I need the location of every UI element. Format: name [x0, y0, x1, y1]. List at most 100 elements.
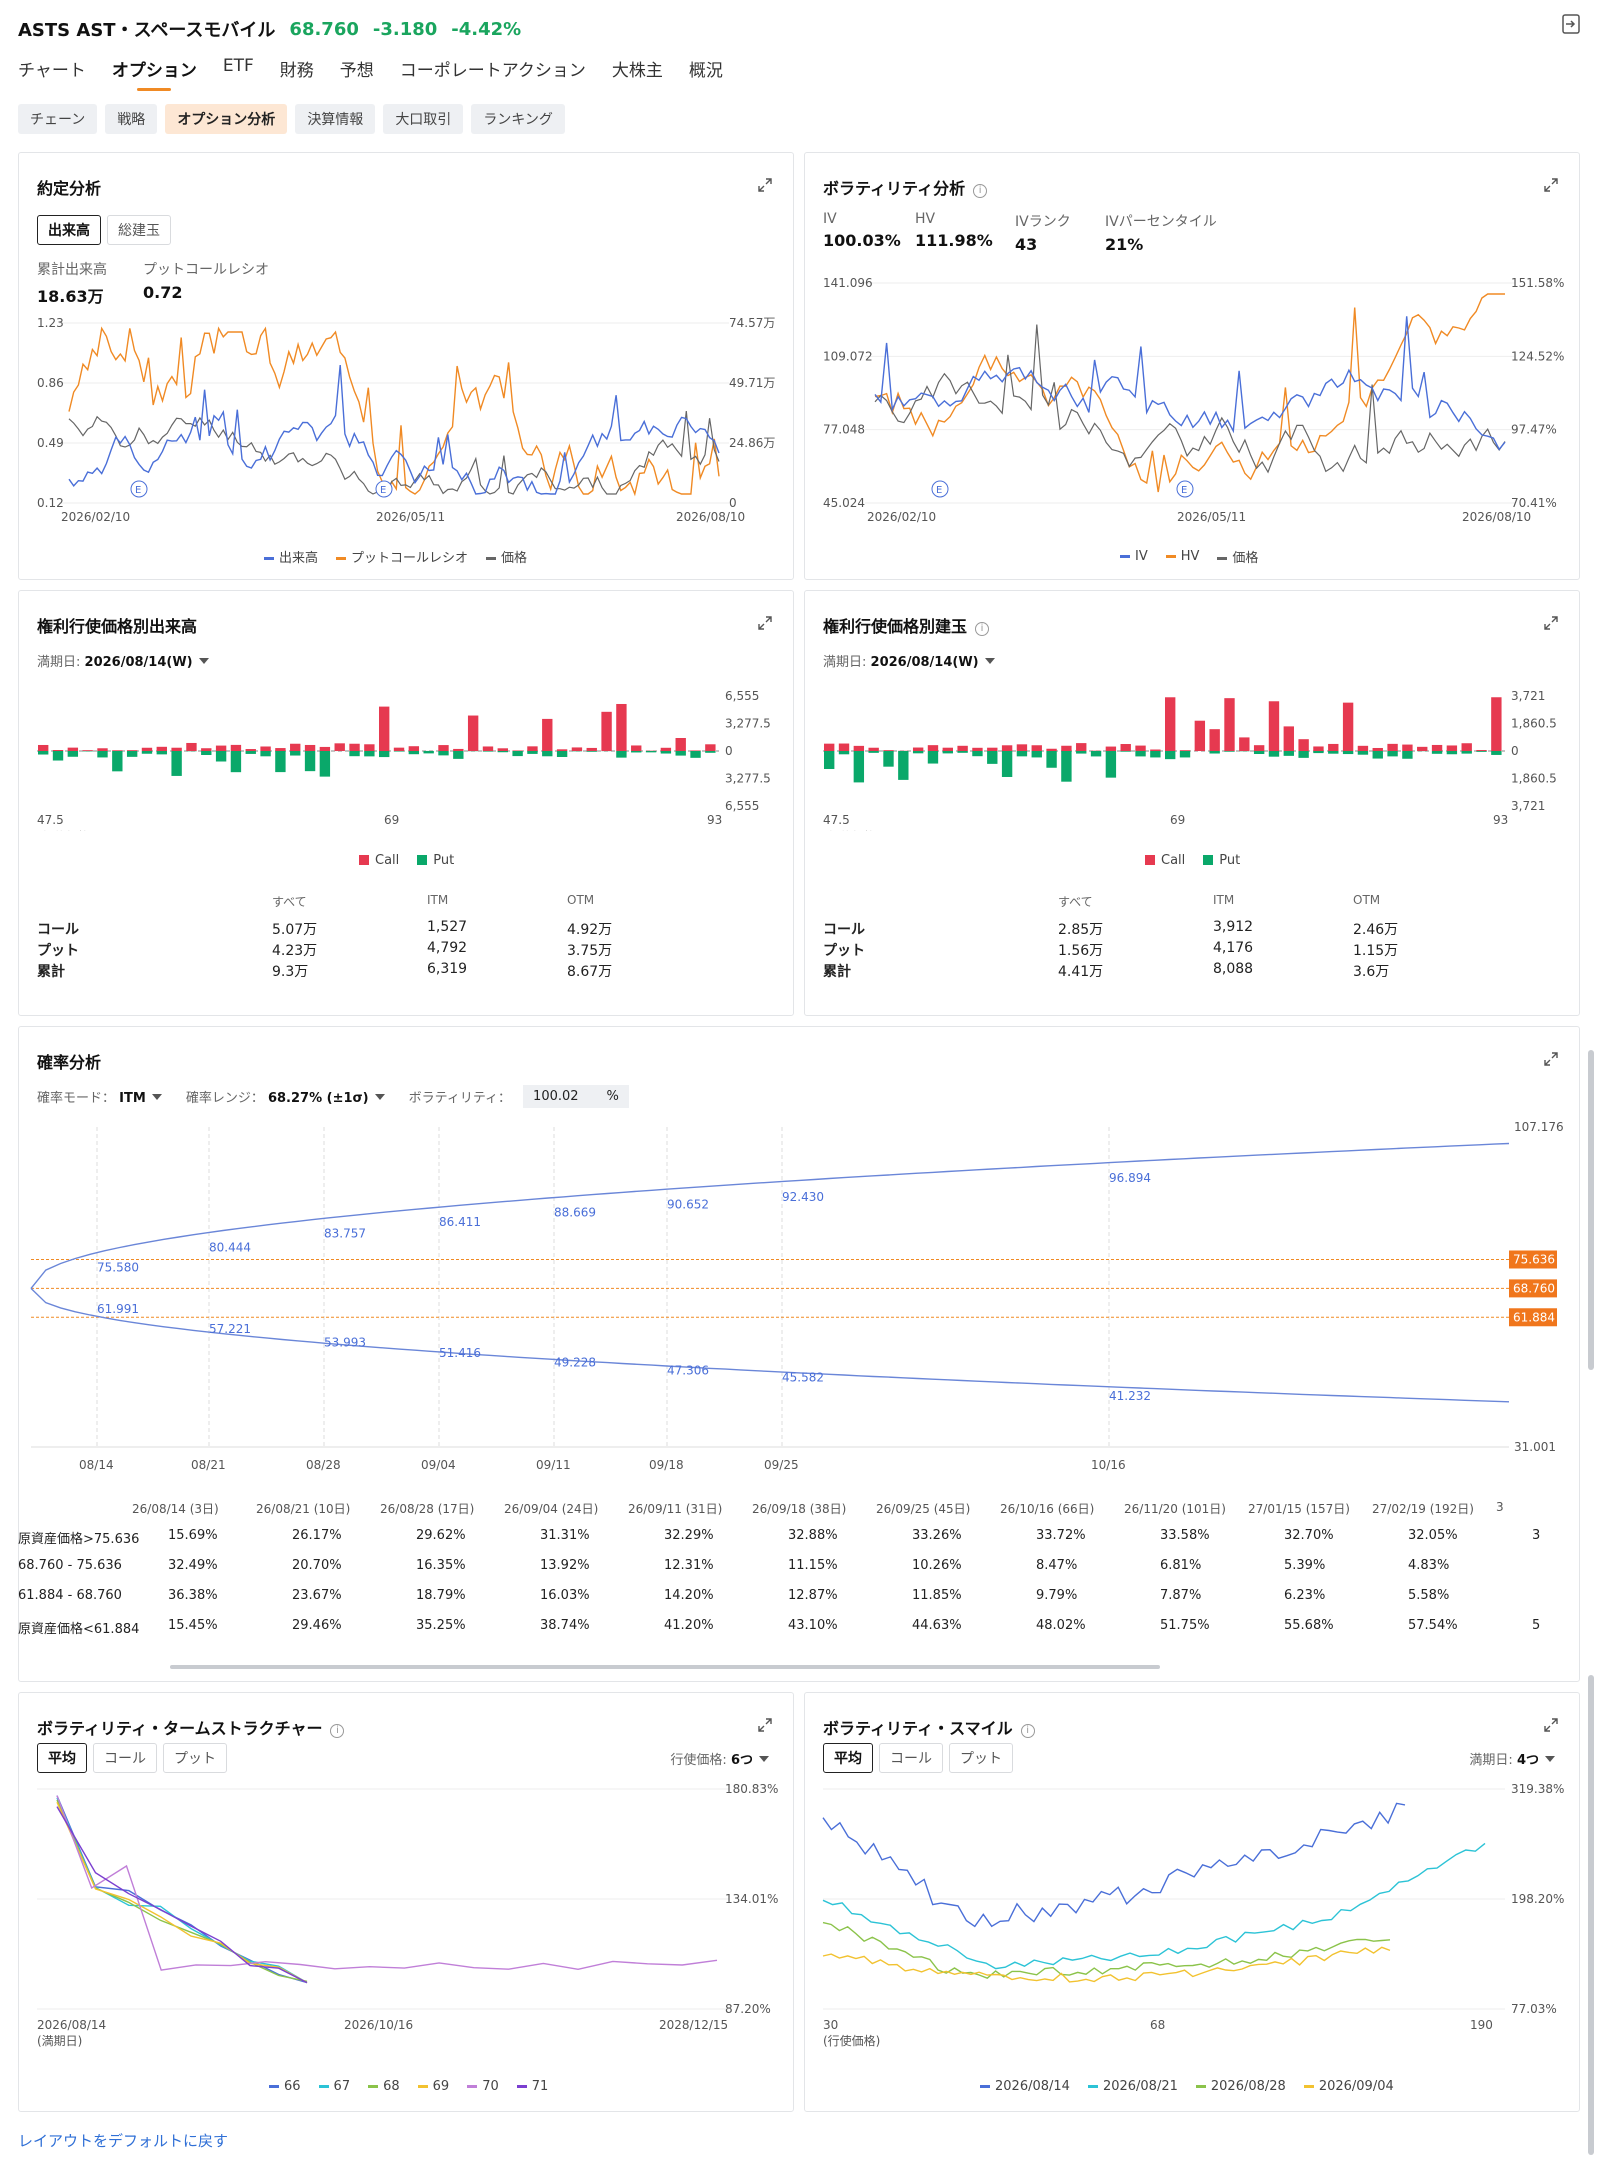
call-bar[interactable]: [453, 748, 464, 751]
put-bar[interactable]: [1387, 751, 1398, 757]
put-bar[interactable]: [171, 751, 182, 776]
call-bar[interactable]: [853, 745, 865, 751]
put-bar[interactable]: [1165, 751, 1176, 760]
put-bar[interactable]: [690, 751, 701, 758]
call-bar[interactable]: [319, 746, 331, 751]
earnings-marker[interactable]: E: [375, 480, 393, 498]
put-bar[interactable]: [942, 751, 953, 754]
call-bar[interactable]: [883, 750, 894, 751]
put-bar[interactable]: [1253, 751, 1265, 755]
put-bar[interactable]: [201, 751, 212, 756]
put-bar[interactable]: [1283, 751, 1294, 756]
call-bar[interactable]: [245, 749, 256, 751]
earnings-marker[interactable]: E: [931, 480, 949, 498]
put-bar[interactable]: [912, 751, 924, 754]
put-bar[interactable]: [1061, 751, 1072, 782]
call-bar[interactable]: [186, 742, 197, 751]
put-bar[interactable]: [260, 751, 271, 757]
call-bar[interactable]: [542, 718, 553, 751]
call-bar[interactable]: [290, 743, 301, 751]
expand-icon[interactable]: [1543, 615, 1559, 631]
put-bar[interactable]: [838, 751, 850, 755]
call-bar[interactable]: [1179, 750, 1191, 751]
put-bar[interactable]: [1031, 751, 1042, 758]
call-bar[interactable]: [467, 715, 479, 751]
put-bar[interactable]: [1179, 751, 1191, 758]
put-bar[interactable]: [67, 751, 79, 757]
call-bar[interactable]: [512, 750, 523, 751]
call-bar[interactable]: [1417, 746, 1428, 751]
call-bar[interactable]: [126, 750, 138, 751]
tab-item[interactable]: コーポレートアクション: [399, 61, 586, 81]
put-bar[interactable]: [586, 751, 597, 752]
call-bar[interactable]: [571, 747, 583, 751]
put-bar[interactable]: [927, 751, 939, 764]
put-bar[interactable]: [423, 751, 434, 754]
put-bar[interactable]: [290, 751, 301, 756]
call-bar[interactable]: [1076, 743, 1087, 751]
call-bar[interactable]: [438, 745, 449, 751]
put-bar[interactable]: [957, 751, 968, 753]
call-bar[interactable]: [260, 746, 271, 751]
info-icon[interactable]: i: [973, 184, 988, 198]
put-bar[interactable]: [853, 751, 865, 783]
call-bar[interactable]: [912, 747, 924, 751]
put-bar[interactable]: [379, 751, 390, 758]
call-bar[interactable]: [1224, 698, 1235, 751]
put-bar[interactable]: [660, 751, 672, 754]
put-bar[interactable]: [453, 751, 464, 759]
call-bar[interactable]: [408, 746, 420, 751]
call-bar[interactable]: [1387, 743, 1398, 751]
put-bar[interactable]: [1313, 751, 1324, 754]
put-bar[interactable]: [482, 751, 494, 752]
call-bar[interactable]: [705, 744, 716, 751]
put-bar[interactable]: [512, 751, 523, 757]
put-bar[interactable]: [1402, 751, 1413, 759]
put-bar[interactable]: [556, 751, 568, 757]
call-bar[interactable]: [1209, 729, 1220, 751]
call-bar[interactable]: [1165, 697, 1176, 751]
call-bar[interactable]: [230, 744, 242, 751]
call-bar[interactable]: [1046, 748, 1057, 751]
horizontal-scrollbar[interactable]: [170, 1665, 1160, 1669]
call-bar[interactable]: [675, 738, 686, 751]
put-bar[interactable]: [1342, 751, 1354, 755]
tab-item[interactable]: ETF: [222, 56, 254, 76]
put-bar[interactable]: [824, 751, 835, 770]
call-bar[interactable]: [201, 748, 212, 751]
put-bar[interactable]: [1476, 751, 1487, 752]
put-bar[interactable]: [705, 751, 716, 753]
call-bar[interactable]: [1150, 749, 1161, 751]
put-bar[interactable]: [1001, 751, 1013, 777]
call-bar[interactable]: [1461, 743, 1472, 751]
vertical-scrollbar[interactable]: [1588, 1675, 1594, 2155]
call-bar[interactable]: [52, 750, 64, 751]
prob-range-select[interactable]: 確率レンジ： 68.27% (±1σ): [186, 1087, 385, 1106]
call-bar[interactable]: [660, 747, 672, 751]
call-bar[interactable]: [868, 747, 879, 751]
call-bar[interactable]: [97, 748, 108, 751]
put-bar[interactable]: [675, 751, 686, 756]
put-bar[interactable]: [1224, 751, 1235, 752]
put-bar[interactable]: [112, 751, 123, 772]
put-bar[interactable]: [230, 751, 242, 773]
call-bar[interactable]: [616, 703, 627, 751]
call-bar[interactable]: [1476, 750, 1487, 751]
call-bar[interactable]: [1135, 745, 1146, 751]
put-bar[interactable]: [1209, 751, 1220, 754]
put-bar[interactable]: [1046, 751, 1057, 768]
put-bar[interactable]: [304, 751, 316, 772]
put-bar[interactable]: [52, 751, 64, 761]
tab-item[interactable]: チャート: [18, 61, 86, 81]
put-bar[interactable]: [987, 751, 998, 764]
toggle-average[interactable]: 平均: [37, 1743, 87, 1773]
call-bar[interactable]: [38, 744, 49, 751]
put-bar[interactable]: [1431, 751, 1443, 754]
put-bar[interactable]: [349, 751, 360, 757]
subtab-item[interactable]: 決算情報: [295, 104, 376, 134]
call-bar[interactable]: [1372, 747, 1383, 751]
subtab-item[interactable]: チェーン: [18, 104, 98, 134]
put-bar[interactable]: [1298, 751, 1309, 758]
call-bar[interactable]: [1313, 746, 1324, 751]
call-bar[interactable]: [1342, 702, 1354, 751]
